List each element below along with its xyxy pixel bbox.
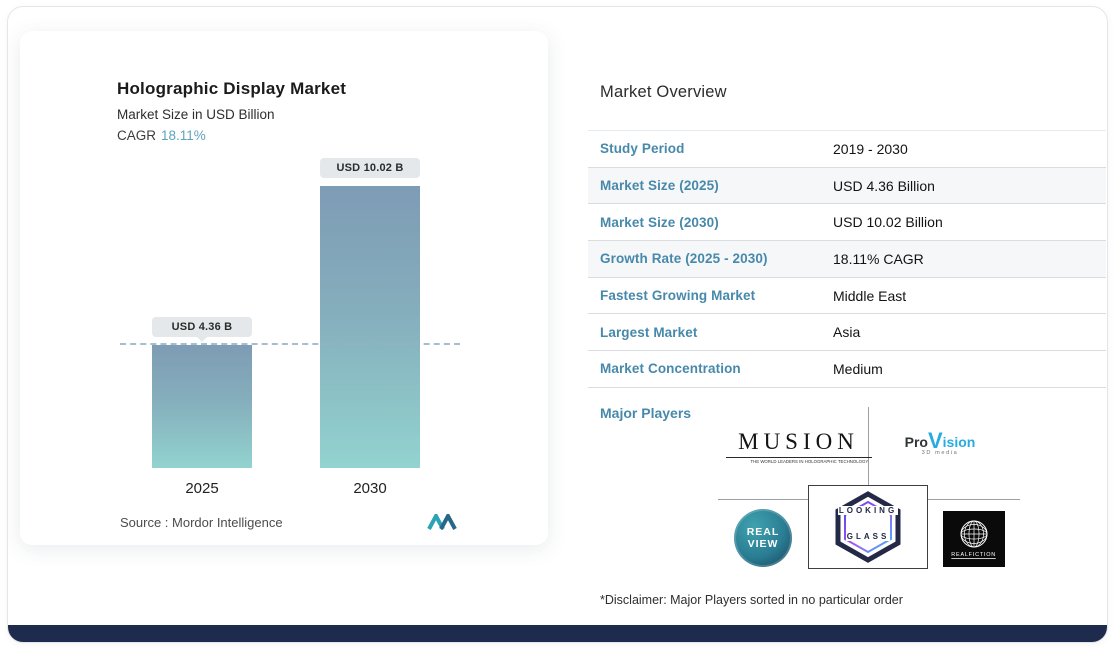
overview-row-value: Asia	[833, 324, 861, 341]
overview-row-value: Middle East	[833, 287, 907, 304]
overview-row-value: Medium	[833, 360, 883, 377]
realfiction-caption: REALFICTION	[951, 551, 997, 559]
source-text: Source : Mordor Intelligence	[120, 515, 283, 530]
provision-pro: Pro	[904, 433, 928, 450]
reference-line	[120, 343, 460, 345]
overview-row-label: Study Period	[600, 141, 685, 157]
overview-row-value: 2019 - 2030	[833, 140, 908, 157]
cagr-value: 18.11%	[161, 128, 206, 143]
provision-ision: ision	[942, 433, 976, 450]
overview-table: Study Period 2019 - 2030 Market Size (20…	[588, 130, 1106, 388]
realview-line1: REAL	[746, 525, 780, 538]
hexagon-icon	[835, 491, 901, 563]
realview-logo: REAL VIEW	[734, 509, 792, 567]
table-row: Fastest Growing Market Middle East	[588, 278, 1106, 315]
wireframe-sphere-icon	[960, 520, 988, 547]
overview-title: Market Overview	[600, 83, 727, 101]
table-row: Largest Market Asia	[588, 314, 1106, 352]
bar-value-label-2030: USD 10.02 B	[320, 158, 420, 178]
x-axis-label-2025: 2025	[185, 480, 219, 497]
provision-v: V	[927, 428, 943, 453]
bar-group-2025: USD 4.36 B 2025	[152, 317, 252, 497]
provision-sub: 3D media	[921, 449, 959, 456]
looking-glass-mark: LOOKING GLASS	[830, 490, 906, 564]
overview-row-label: Market Size (2025)	[600, 178, 719, 194]
musion-wordmark: MUSION	[738, 429, 859, 454]
looking-glass-word1: LOOKING	[837, 506, 899, 515]
table-row: Growth Rate (2025 - 2030) 18.11% CAGR	[588, 241, 1106, 278]
major-players-label: Major Players	[600, 405, 692, 421]
cagr-label: CAGR	[117, 128, 157, 143]
bar-value-label-2025: USD 4.36 B	[152, 317, 252, 337]
looking-glass-logo: LOOKING GLASS	[808, 485, 928, 569]
overview-row-value: USD 10.02 Billion	[833, 214, 943, 231]
chart-panel: Holographic Display Market Market Size i…	[20, 31, 548, 545]
overview-row-label: Growth Rate (2025 - 2030)	[600, 251, 768, 267]
overview-row-label: Fastest Growing Market	[600, 288, 756, 304]
x-axis-label-2030: 2030	[353, 480, 387, 497]
chart-source: Source : Mordor Intelligence	[120, 514, 460, 531]
chart-header: Holographic Display Market Market Size i…	[117, 79, 346, 143]
musion-tagline: THE WORLD LEADERS IN HOLOGRAPHIC TECHNOL…	[750, 460, 869, 465]
table-row: Market Size (2030) USD 10.02 Billion	[588, 204, 1106, 242]
overview-row-value: 18.11% CAGR	[833, 250, 924, 267]
looking-glass-word2: GLASS	[845, 532, 891, 541]
chart-subtitle: Market Size in USD Billion	[117, 107, 275, 122]
bar-group-2030: USD 10.02 B 2030	[320, 158, 420, 497]
realview-line2: VIEW	[747, 538, 779, 550]
table-row: Market Concentration Medium	[588, 351, 1106, 388]
chart-cagr: CAGR 18.11%	[117, 128, 346, 143]
disclaimer-text: *Disclaimer: Major Players sorted in no …	[600, 593, 903, 607]
infographic-card: Holographic Display Market Market Size i…	[7, 6, 1108, 643]
musion-rule	[725, 457, 872, 458]
chart-bar	[152, 345, 252, 468]
overview-row-label: Market Size (2030)	[600, 214, 719, 230]
bottom-accent-bar	[8, 625, 1107, 642]
logo-divider-vertical	[868, 407, 869, 499]
chart-bar	[320, 186, 420, 468]
table-row: Market Size (2025) USD 4.36 Billion	[588, 167, 1106, 205]
major-players-section: Major Players MUSION THE WORLD LEADERS I…	[588, 397, 1107, 627]
mordor-intelligence-logo	[427, 514, 457, 530]
musion-logo: MUSION THE WORLD LEADERS IN HOLOGRAPHIC …	[721, 429, 876, 467]
overview-row-label: Market Concentration	[600, 361, 741, 377]
overview-row-value: USD 4.36 Billion	[833, 177, 935, 194]
overview-row-label: Largest Market	[600, 324, 698, 340]
table-row: Study Period 2019 - 2030	[588, 131, 1106, 168]
chart-title: Holographic Display Market	[117, 79, 347, 98]
bar-chart: USD 4.36 B 2025 USD 10.02 B 2030	[120, 158, 460, 497]
realfiction-logo: REALFICTION	[943, 511, 1005, 567]
